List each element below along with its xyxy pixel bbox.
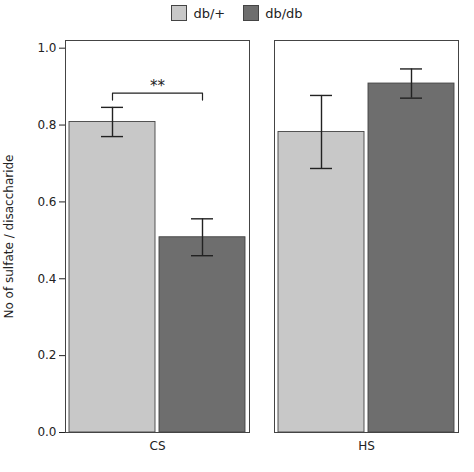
- html-text:db/+: db/+: [193, 5, 226, 21]
- svg-text:0.0: 0.0: [37, 425, 56, 439]
- svg-text:CS: CS: [150, 439, 166, 453]
- html-text:db/db: db/db: [265, 5, 303, 21]
- svg-text:HS: HS: [358, 439, 375, 453]
- svg-text:**: **: [150, 77, 166, 95]
- svg-text:1.0: 1.0: [37, 41, 56, 55]
- svg-text:0.2: 0.2: [37, 348, 56, 362]
- svg-text:0.4: 0.4: [37, 272, 56, 286]
- svg-text:0.6: 0.6: [37, 195, 56, 209]
- svg-text:No of sulfate / disaccharide: No of sulfate / disaccharide: [2, 154, 16, 318]
- svg-text:0.8: 0.8: [37, 118, 56, 132]
